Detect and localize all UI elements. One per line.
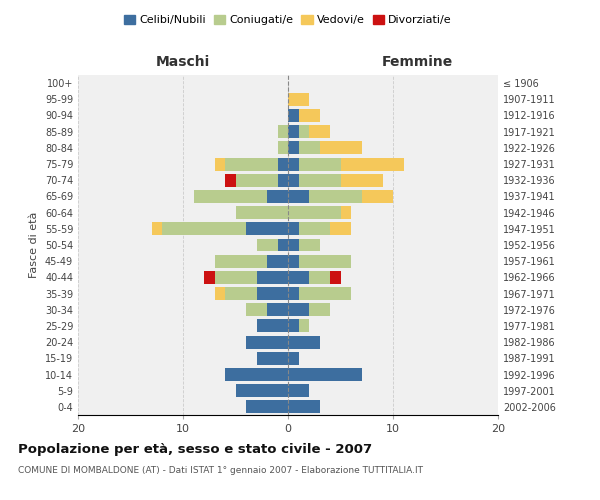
Bar [299, 109, 320, 122]
Bar [299, 158, 341, 170]
Bar [235, 384, 288, 397]
Bar [257, 238, 277, 252]
Bar [267, 190, 288, 203]
Bar [215, 271, 257, 284]
Bar [341, 158, 404, 170]
Bar [341, 174, 383, 186]
Bar [288, 158, 299, 170]
Bar [257, 320, 288, 332]
Bar [288, 174, 299, 186]
Bar [299, 142, 320, 154]
Bar [299, 320, 309, 332]
Bar [277, 238, 288, 252]
Bar [299, 254, 351, 268]
Bar [330, 271, 341, 284]
Bar [193, 190, 267, 203]
Bar [288, 109, 299, 122]
Bar [288, 125, 299, 138]
Bar [288, 336, 320, 348]
Bar [288, 93, 309, 106]
Bar [267, 254, 288, 268]
Text: Maschi: Maschi [156, 55, 210, 69]
Bar [257, 287, 288, 300]
Bar [288, 271, 309, 284]
Bar [151, 222, 162, 235]
Bar [225, 287, 257, 300]
Bar [215, 158, 225, 170]
Bar [299, 125, 309, 138]
Bar [299, 287, 351, 300]
Bar [299, 174, 341, 186]
Bar [288, 238, 299, 252]
Bar [235, 206, 288, 219]
Bar [277, 158, 288, 170]
Bar [277, 174, 288, 186]
Bar [246, 304, 267, 316]
Legend: Celibi/Nubili, Coniugati/e, Vedovi/e, Divorziati/e: Celibi/Nubili, Coniugati/e, Vedovi/e, Di… [120, 10, 456, 30]
Bar [277, 125, 288, 138]
Bar [235, 174, 277, 186]
Bar [246, 336, 288, 348]
Bar [246, 400, 288, 413]
Bar [225, 158, 277, 170]
Y-axis label: Fasce di età: Fasce di età [29, 212, 39, 278]
Bar [288, 142, 299, 154]
Bar [246, 222, 288, 235]
Bar [341, 206, 351, 219]
Bar [299, 238, 320, 252]
Bar [267, 304, 288, 316]
Bar [225, 368, 288, 381]
Text: Popolazione per età, sesso e stato civile - 2007: Popolazione per età, sesso e stato civil… [18, 442, 372, 456]
Bar [277, 142, 288, 154]
Bar [162, 222, 246, 235]
Bar [225, 174, 235, 186]
Bar [330, 222, 351, 235]
Bar [288, 320, 299, 332]
Text: Femmine: Femmine [382, 55, 452, 69]
Bar [288, 287, 299, 300]
Bar [204, 271, 215, 284]
Bar [257, 352, 288, 365]
Bar [309, 190, 361, 203]
Bar [288, 384, 309, 397]
Bar [309, 271, 330, 284]
Bar [257, 271, 288, 284]
Bar [288, 304, 309, 316]
Bar [288, 190, 309, 203]
Text: COMUNE DI MOMBALDONE (AT) - Dati ISTAT 1° gennaio 2007 - Elaborazione TUTTITALIA: COMUNE DI MOMBALDONE (AT) - Dati ISTAT 1… [18, 466, 423, 475]
Bar [215, 254, 267, 268]
Bar [361, 190, 393, 203]
Bar [309, 125, 330, 138]
Bar [288, 400, 320, 413]
Bar [320, 142, 361, 154]
Bar [288, 368, 361, 381]
Bar [288, 352, 299, 365]
Bar [215, 287, 225, 300]
Bar [309, 304, 330, 316]
Bar [288, 206, 341, 219]
Bar [288, 222, 299, 235]
Bar [299, 222, 330, 235]
Bar [288, 254, 299, 268]
